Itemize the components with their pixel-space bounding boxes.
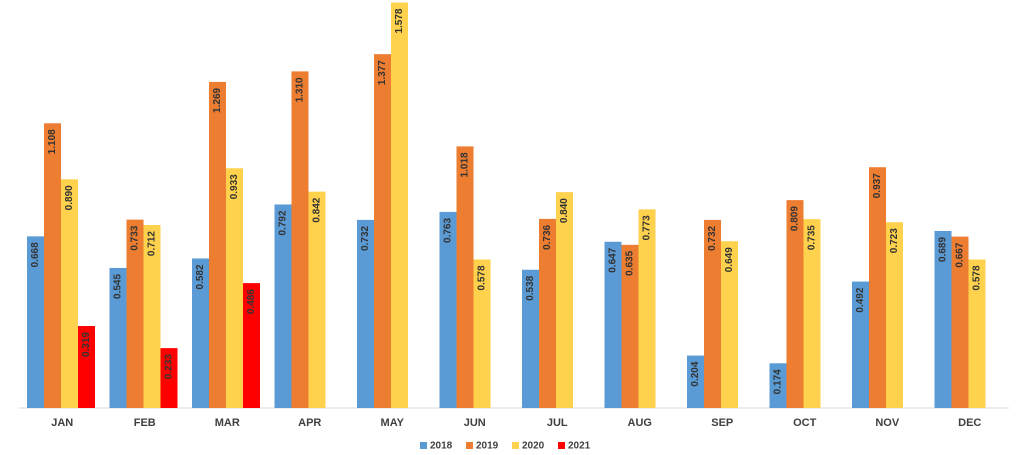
data-label: 1.578 xyxy=(394,8,405,33)
data-label: 1.018 xyxy=(460,152,471,177)
x-tick-label: FEB xyxy=(134,417,156,429)
bar xyxy=(439,211,457,408)
x-tick-label: MAY xyxy=(381,417,405,429)
bar xyxy=(556,192,573,408)
data-label: 0.647 xyxy=(608,247,619,272)
bar xyxy=(44,123,61,409)
bar xyxy=(638,209,656,408)
data-label: 1.377 xyxy=(377,60,388,85)
data-label: 0.736 xyxy=(542,224,553,249)
data-label: 0.689 xyxy=(938,237,949,262)
legend-swatch xyxy=(420,442,427,449)
legend-swatch xyxy=(558,442,565,449)
x-tick-label: SEP xyxy=(711,417,733,429)
bar xyxy=(192,258,209,408)
x-tick-label: NOV xyxy=(875,417,900,429)
bar xyxy=(160,348,178,408)
bar xyxy=(126,219,144,408)
bar xyxy=(687,355,704,408)
data-label: 0.763 xyxy=(443,218,454,243)
data-label: 1.269 xyxy=(212,87,223,112)
data-label: 0.712 xyxy=(147,231,158,256)
bar xyxy=(869,167,886,408)
legend-swatch xyxy=(512,442,519,449)
bar xyxy=(852,281,869,408)
data-label: 0.667 xyxy=(955,242,966,267)
data-label: 0.840 xyxy=(559,198,570,223)
data-label: 0.538 xyxy=(525,275,536,300)
bar xyxy=(721,241,738,408)
x-tick-label: JUL xyxy=(547,417,568,429)
data-label: 0.723 xyxy=(889,228,900,253)
data-label: 0.649 xyxy=(724,247,735,272)
x-tick-label: APR xyxy=(298,417,321,429)
data-label: 0.233 xyxy=(164,354,175,379)
data-label: 0.578 xyxy=(477,265,488,290)
bar xyxy=(109,267,127,408)
bar xyxy=(604,241,622,408)
x-tick-label: AUG xyxy=(628,417,652,429)
x-tick-label: JUN xyxy=(464,417,486,429)
data-label: 0.937 xyxy=(872,173,883,198)
bar xyxy=(934,230,952,408)
bar xyxy=(374,54,391,408)
data-label: 0.319 xyxy=(81,332,92,357)
data-label: 0.735 xyxy=(807,225,818,250)
bar xyxy=(391,2,408,409)
bar xyxy=(357,219,374,408)
bar xyxy=(886,222,903,408)
legend-swatch xyxy=(466,442,473,449)
legend-label: 2021 xyxy=(568,441,591,452)
bar xyxy=(803,219,821,408)
bar xyxy=(226,168,243,408)
data-label: 0.545 xyxy=(113,274,124,299)
bar xyxy=(769,363,787,408)
bar xyxy=(704,219,721,408)
x-tick-label: MAR xyxy=(215,417,240,429)
data-label: 0.890 xyxy=(64,185,75,210)
x-tick-label: JAN xyxy=(51,417,73,429)
x-tick-label: DEC xyxy=(958,417,981,429)
data-label: 1.310 xyxy=(295,77,306,102)
data-label: 0.668 xyxy=(30,242,41,267)
bar xyxy=(78,326,95,408)
bar xyxy=(522,269,539,408)
bar xyxy=(456,146,474,408)
bar xyxy=(951,236,969,408)
data-label: 0.809 xyxy=(790,206,801,231)
data-label: 0.773 xyxy=(642,215,653,240)
bar xyxy=(27,236,44,408)
bar xyxy=(291,71,309,408)
data-label: 0.578 xyxy=(972,265,983,290)
bar xyxy=(143,225,161,408)
data-label: 0.174 xyxy=(773,369,784,394)
legend-label: 2020 xyxy=(522,441,545,452)
data-label: 0.582 xyxy=(195,264,206,289)
x-tick-label: OCT xyxy=(793,417,817,429)
data-label: 0.842 xyxy=(312,197,323,222)
bar xyxy=(243,283,260,408)
data-label: 0.635 xyxy=(625,250,636,275)
bar xyxy=(539,218,556,408)
data-label: 0.486 xyxy=(246,289,257,314)
data-label: 0.204 xyxy=(690,361,701,386)
bar xyxy=(308,191,326,408)
legend-label: 2019 xyxy=(476,441,499,452)
bar xyxy=(786,200,804,408)
data-label: 0.492 xyxy=(855,287,866,312)
data-label: 0.792 xyxy=(278,210,289,235)
bar xyxy=(61,179,78,408)
bar xyxy=(209,81,226,408)
data-label: 1.108 xyxy=(47,129,58,154)
bar xyxy=(274,204,292,408)
data-label: 0.732 xyxy=(707,225,718,250)
bar xyxy=(473,259,491,408)
legend-label: 2018 xyxy=(430,441,453,452)
data-label: 0.732 xyxy=(360,225,371,250)
data-label: 0.733 xyxy=(130,225,141,250)
data-label: 0.933 xyxy=(229,174,240,199)
bar xyxy=(621,244,639,408)
bar xyxy=(968,259,986,408)
